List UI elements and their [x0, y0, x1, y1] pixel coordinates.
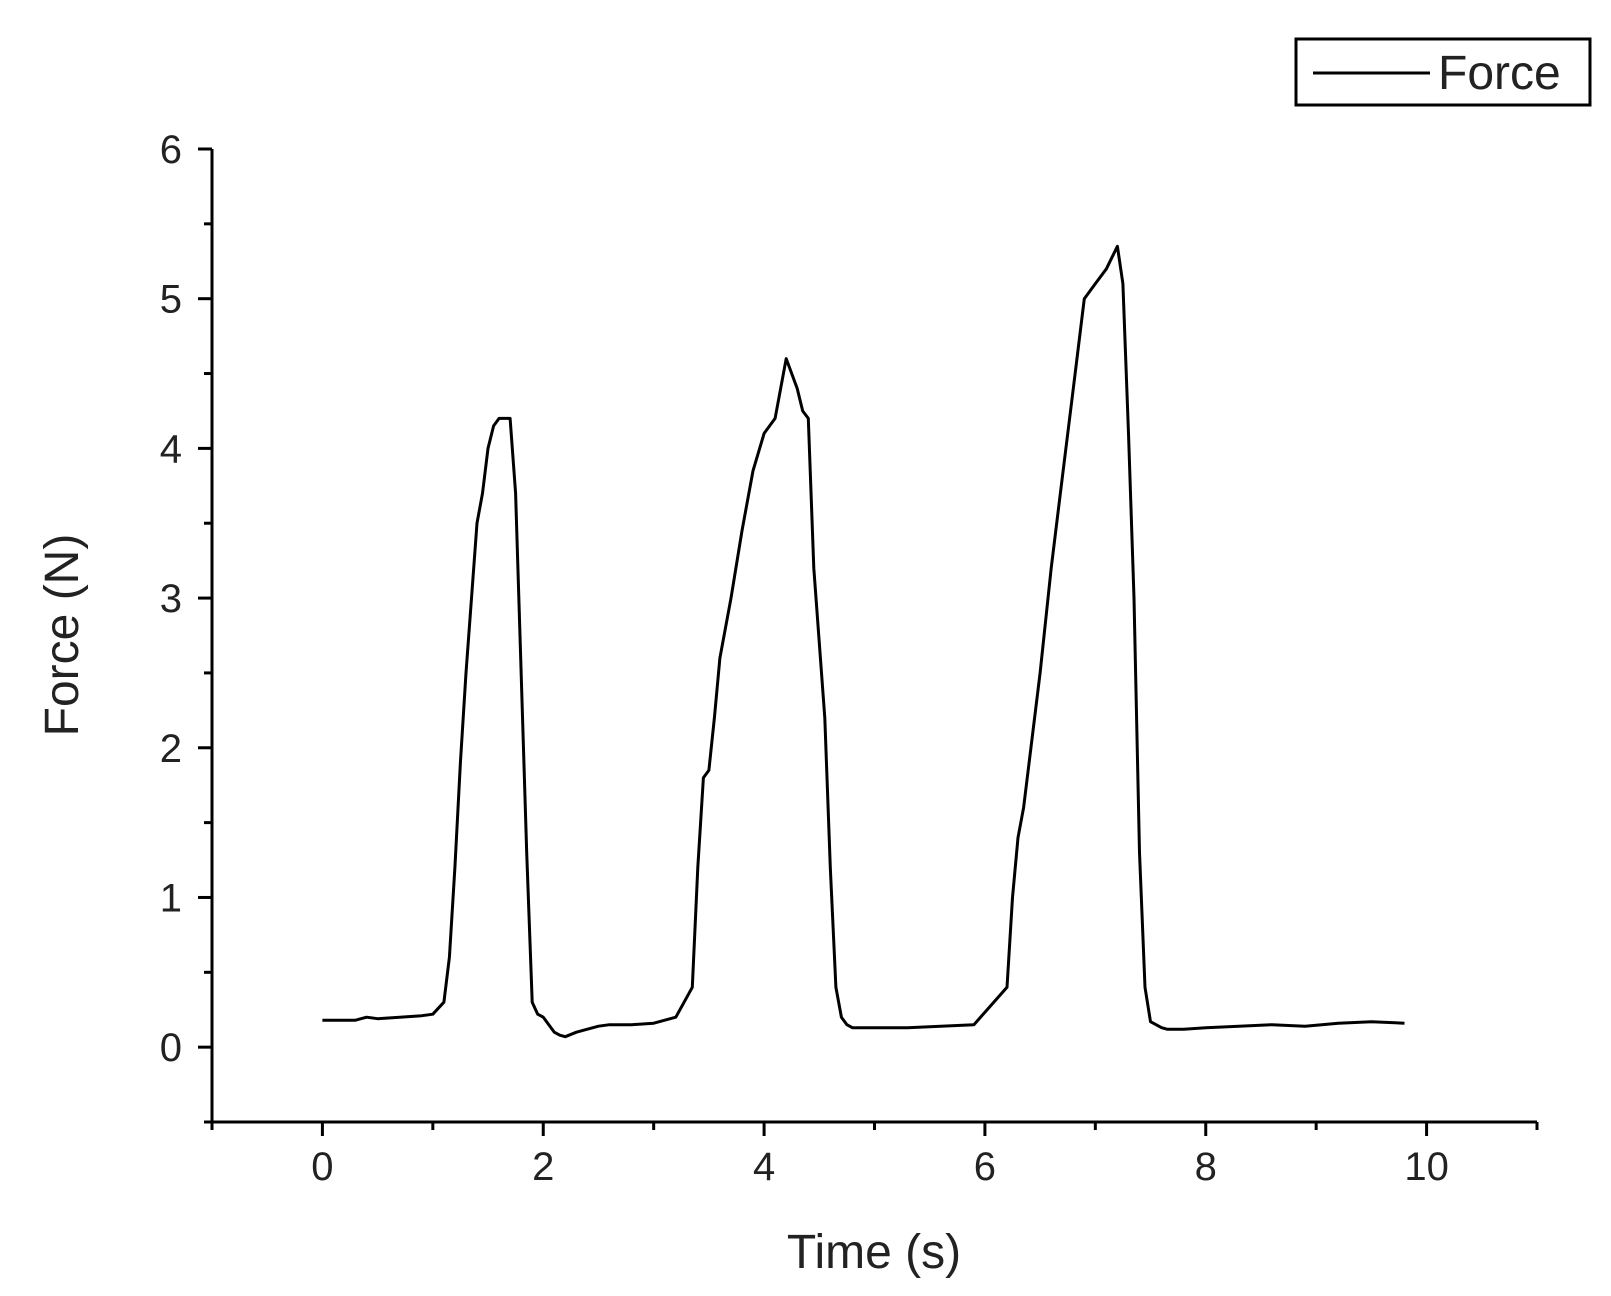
legend-label-force: Force [1438, 47, 1561, 100]
y-axis-label: Force (N) [36, 534, 89, 737]
x-axis-label: Time (s) [787, 1226, 961, 1279]
y-tick-label: 5 [160, 278, 182, 322]
y-tick-labels: 0 1 2 3 4 5 6 [160, 128, 182, 1070]
y-ticks [198, 147, 212, 1124]
y-tick-label: 2 [160, 727, 182, 771]
y-tick-label: 3 [160, 577, 182, 621]
x-ticks [210, 1122, 1539, 1136]
y-tick-label: 6 [160, 128, 182, 172]
x-tick-label: 4 [753, 1145, 775, 1189]
series-line-force [322, 244, 1405, 1039]
x-tick-label: 8 [1195, 1145, 1217, 1189]
y-tick-label: 1 [160, 876, 182, 920]
y-tick-label: 0 [160, 1026, 182, 1070]
x-tick-label: 0 [311, 1145, 333, 1189]
x-tick-label: 6 [974, 1145, 996, 1189]
y-tick-label: 4 [160, 427, 182, 471]
x-tick-label: 10 [1404, 1145, 1449, 1189]
legend: Force [1294, 37, 1592, 107]
series-layer [322, 244, 1405, 1039]
x-tick-label: 2 [532, 1145, 554, 1189]
x-tick-labels: 0 2 4 6 8 10 [311, 1145, 1449, 1189]
